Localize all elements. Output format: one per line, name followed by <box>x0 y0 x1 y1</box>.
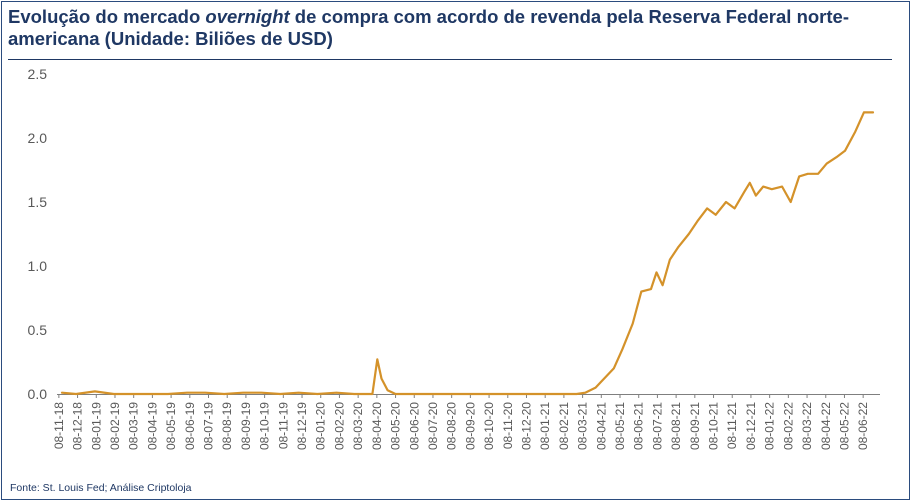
x-tick-label: 08-12-20 <box>519 402 533 450</box>
x-tick-label: 08-07-19 <box>202 402 216 450</box>
x-tick-label: 08-12-21 <box>744 402 758 450</box>
x-tick-label: 08-12-18 <box>71 402 85 450</box>
x-tick-label: 08-07-21 <box>650 402 664 450</box>
x-tick-label: 08-04-19 <box>145 402 159 450</box>
chart-title: Evolução do mercado overnight de compra … <box>8 6 849 49</box>
x-tick-label: 08-03-20 <box>351 402 365 450</box>
series-line <box>60 111 875 396</box>
x-tick-label: 08-02-20 <box>332 402 346 450</box>
x-tick-label: 08-11-18 <box>52 402 66 449</box>
x-tick-label: 08-03-19 <box>127 402 141 450</box>
x-tick-label: 08-10-21 <box>707 402 721 450</box>
x-tick-label: 08-05-20 <box>389 402 403 450</box>
x-tick-label: 08-01-22 <box>763 402 777 450</box>
x-tick-label: 08-09-20 <box>463 402 477 450</box>
y-tick-label: 1.5 <box>28 194 48 210</box>
x-tick-label: 08-04-21 <box>594 402 608 450</box>
chart-title-italic: overnight <box>205 6 290 27</box>
y-tick-label: 0.0 <box>28 386 48 402</box>
x-tick-label: 08-06-22 <box>856 402 870 450</box>
x-tick-label: 08-09-19 <box>239 402 253 450</box>
x-tick-label: 08-01-20 <box>314 402 328 450</box>
y-tick-label: 2.0 <box>28 130 48 146</box>
x-tick-label: 08-10-19 <box>258 402 272 450</box>
x-tick-label: 08-03-21 <box>576 402 590 450</box>
title-divider <box>8 59 892 60</box>
x-tick-label: 08-08-20 <box>445 402 459 450</box>
x-tick-label: 08-03-22 <box>800 402 814 450</box>
x-tick-label: 08-11-20 <box>501 402 515 449</box>
x-tick-label: 08-02-22 <box>781 402 795 450</box>
x-tick-label: 08-05-21 <box>613 402 627 450</box>
x-tick-label: 08-06-19 <box>183 402 197 450</box>
x-tick-label: 08-08-21 <box>669 402 683 450</box>
x-tick-label: 08-05-22 <box>837 402 851 450</box>
x-tick-label: 08-10-20 <box>482 402 496 450</box>
y-tick-label: 1.0 <box>28 258 48 274</box>
x-tick-label: 08-07-20 <box>426 402 440 450</box>
x-tick-label: 08-05-19 <box>164 402 178 450</box>
x-tick-label: 08-04-22 <box>819 402 833 450</box>
x-tick-label: 08-11-19 <box>276 402 290 449</box>
x-tick-label: 08-01-19 <box>89 402 103 450</box>
y-tick-label: 2.5 <box>28 66 48 82</box>
x-tick-label: 08-02-21 <box>557 402 571 450</box>
source-note: Fonte: St. Louis Fed; Análise Criptoloja <box>10 482 192 494</box>
x-tick-label: 08-09-21 <box>688 402 702 450</box>
x-tick-label: 08-04-20 <box>370 402 384 450</box>
x-tick-label: 08-06-20 <box>407 402 421 450</box>
y-tick-label: 0.5 <box>28 322 48 338</box>
x-tick-label: 08-12-19 <box>295 402 309 450</box>
x-tick-label: 08-11-21 <box>725 402 739 449</box>
x-tick-label: 08-06-21 <box>632 402 646 450</box>
x-tick-label: 08-01-21 <box>538 402 552 450</box>
x-tick-label: 08-08-19 <box>220 402 234 450</box>
x-tick-label: 08-02-19 <box>108 402 122 450</box>
